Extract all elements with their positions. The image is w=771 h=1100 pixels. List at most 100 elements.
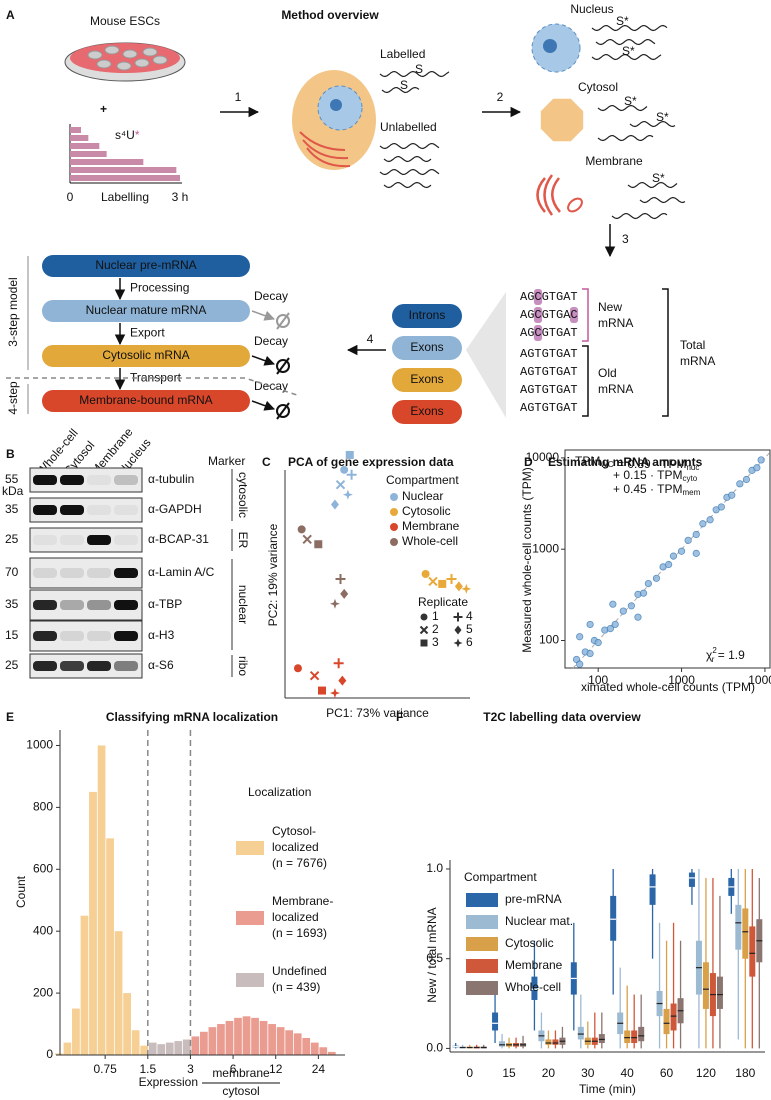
bar <box>191 1036 200 1055</box>
point <box>330 499 339 510</box>
band <box>60 631 84 641</box>
x-axis-label: membrane <box>212 1066 270 1080</box>
x-tick-label: 24 <box>312 1062 326 1076</box>
point <box>652 574 661 582</box>
rna <box>629 120 676 128</box>
legend-marker <box>420 639 428 647</box>
y-tick-label: 1000 <box>532 541 559 555</box>
antibody: α-GAPDH <box>148 502 202 516</box>
reagent-name: s⁴U <box>115 128 135 142</box>
decay-symbol <box>276 312 290 330</box>
legend-swatch <box>236 911 264 925</box>
bar <box>70 143 100 149</box>
bar <box>70 127 81 133</box>
label: Unlabelled <box>380 120 437 134</box>
zoom <box>466 292 506 418</box>
decay-symbol <box>276 404 290 418</box>
model-box <box>42 255 250 277</box>
arrow <box>251 400 275 411</box>
band <box>87 475 111 485</box>
bar <box>70 135 89 141</box>
chart-title: T2C labelling data overview <box>483 710 641 724</box>
y-tick-label: 600 <box>33 861 53 875</box>
bar <box>302 1037 311 1055</box>
bar <box>106 838 114 1055</box>
band <box>60 475 84 485</box>
point <box>639 589 648 597</box>
band <box>114 661 138 671</box>
group-label: cytosolic <box>236 472 250 518</box>
step: 3 <box>622 232 629 246</box>
cell <box>116 61 132 71</box>
panel-label: A <box>6 8 15 22</box>
legend-marker <box>454 625 462 635</box>
band <box>87 631 111 641</box>
bar <box>148 1042 157 1055</box>
rna <box>379 168 440 176</box>
point <box>606 625 614 633</box>
sequence: AGCGTGAC <box>520 308 578 322</box>
band <box>114 535 138 545</box>
membrane <box>536 174 561 216</box>
box <box>492 1012 499 1031</box>
group-label: nuclear <box>236 585 250 624</box>
arrow <box>251 310 275 321</box>
band <box>33 568 57 578</box>
panel-label: E <box>6 710 14 724</box>
point <box>314 540 323 549</box>
bar <box>225 1020 234 1055</box>
rna-mark: S* <box>616 14 629 28</box>
model-box-label: Nuclear mature mRNA <box>86 303 207 317</box>
box <box>552 1039 559 1045</box>
bar <box>89 791 97 1055</box>
box <box>649 874 656 905</box>
legend-swatch <box>466 893 498 907</box>
x-tick-label: 180 <box>735 1066 755 1080</box>
bar <box>293 1033 302 1055</box>
legend-label: 3 <box>432 635 439 649</box>
band <box>60 600 84 610</box>
box <box>577 1026 584 1040</box>
box <box>749 926 756 977</box>
point <box>309 670 320 681</box>
group-label: ribo <box>236 656 250 676</box>
chi-symbol: χ <box>706 648 713 662</box>
equation-sub: nuc <box>686 463 699 472</box>
bar <box>285 1030 294 1055</box>
y-tick-label: 10000 <box>526 450 560 464</box>
y-tick-label: 0 <box>46 1047 53 1061</box>
legend-swatch <box>390 493 398 501</box>
x-tick-label: 12 <box>269 1062 283 1076</box>
box <box>598 1034 605 1044</box>
chart-title: Classifying mRNA localization <box>106 710 278 724</box>
y-tick-label: 400 <box>33 923 53 937</box>
legend-swatch <box>390 538 398 546</box>
model-box-label: Cytosolic mRNA <box>102 348 189 362</box>
point <box>446 573 457 584</box>
point <box>586 620 594 629</box>
point <box>611 620 619 629</box>
point <box>757 456 765 464</box>
label: Old <box>598 366 617 380</box>
sequence: AGCGTGAT <box>520 326 578 340</box>
x-tick-label: 10000 <box>748 673 771 687</box>
point <box>329 688 340 699</box>
bar <box>70 175 180 181</box>
box <box>742 908 749 959</box>
band <box>114 600 138 610</box>
legend-swatch <box>466 981 498 995</box>
legend-swatch <box>466 915 498 929</box>
nucleolus <box>330 99 342 111</box>
kda: 25 <box>5 658 19 672</box>
feature <box>392 336 462 360</box>
equation: TPMWC = 0.39 · TPMnuc <box>575 454 699 472</box>
legend-label: Whole-cell <box>505 980 561 994</box>
y-tick-label: 1.0 <box>426 861 443 875</box>
label: New <box>598 300 622 314</box>
band <box>60 661 84 671</box>
legend-label: 6 <box>466 635 473 649</box>
cell <box>104 45 120 55</box>
bar <box>131 1030 140 1055</box>
panel-label: B <box>6 447 15 461</box>
point <box>340 465 349 474</box>
